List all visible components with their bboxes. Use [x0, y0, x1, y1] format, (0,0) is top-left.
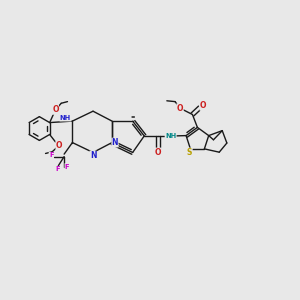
Text: O: O: [177, 104, 183, 113]
Text: N: N: [90, 151, 96, 160]
Text: NH: NH: [60, 115, 71, 121]
Text: O: O: [155, 148, 161, 157]
Text: F: F: [49, 152, 53, 158]
Text: F: F: [65, 164, 69, 169]
Text: O: O: [200, 101, 206, 110]
Text: O: O: [52, 105, 59, 114]
Text: O: O: [56, 141, 62, 150]
Text: NH: NH: [165, 133, 176, 139]
Text: S: S: [187, 148, 192, 157]
Text: F: F: [55, 166, 60, 172]
Text: =: =: [130, 115, 135, 120]
Text: N: N: [112, 138, 118, 147]
